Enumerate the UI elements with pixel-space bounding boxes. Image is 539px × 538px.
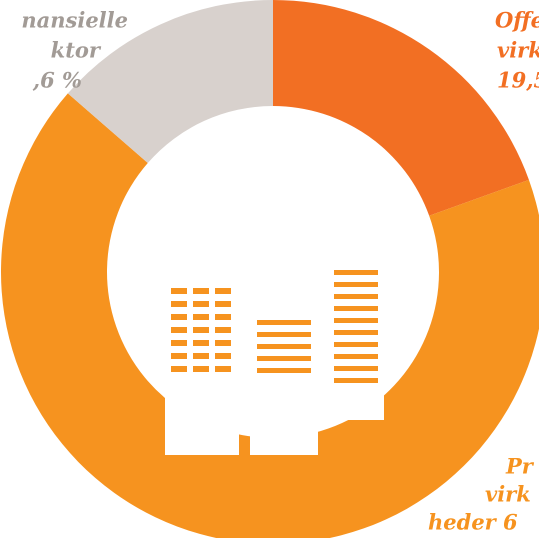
window — [171, 366, 187, 372]
window — [257, 320, 311, 325]
slice — [1, 93, 539, 538]
window — [334, 378, 378, 383]
window — [193, 314, 209, 320]
slice-label: nansielle — [21, 8, 128, 33]
window — [334, 318, 378, 323]
window — [171, 327, 187, 333]
window — [334, 282, 378, 287]
window — [215, 340, 231, 346]
slice-label: Pr — [505, 454, 535, 479]
slice-label: ,6 % — [32, 68, 82, 93]
slice-label: 19,5 — [497, 68, 539, 93]
window — [257, 344, 311, 349]
window — [257, 356, 311, 361]
window — [334, 270, 378, 275]
window — [193, 327, 209, 333]
slice-label: ktor — [51, 38, 102, 63]
window — [334, 342, 378, 347]
window — [193, 353, 209, 359]
window — [193, 340, 209, 346]
window — [257, 332, 311, 337]
window — [257, 368, 311, 373]
slice — [273, 0, 529, 216]
window — [171, 340, 187, 346]
labels: Offe virk 19,5 Pr virk heder 6 nansielle ktor ,6… — [21, 8, 539, 535]
window — [171, 301, 187, 307]
window — [171, 353, 187, 359]
window — [171, 288, 187, 294]
window — [193, 301, 209, 307]
window — [334, 354, 378, 359]
window — [193, 366, 209, 372]
slice-label: virk — [485, 482, 531, 507]
window — [215, 353, 231, 359]
window — [171, 314, 187, 320]
window — [334, 294, 378, 299]
slice-label: Offe — [495, 8, 539, 33]
window — [334, 306, 378, 311]
slice-label: heder 6 — [428, 510, 518, 535]
window — [334, 366, 378, 371]
window — [215, 288, 231, 294]
window — [193, 288, 209, 294]
window — [334, 330, 378, 335]
window — [215, 301, 231, 307]
windows — [171, 270, 378, 383]
window — [215, 327, 231, 333]
slice-label: virk — [497, 38, 539, 63]
window — [215, 314, 231, 320]
slice — [67, 0, 273, 164]
window — [215, 366, 231, 372]
